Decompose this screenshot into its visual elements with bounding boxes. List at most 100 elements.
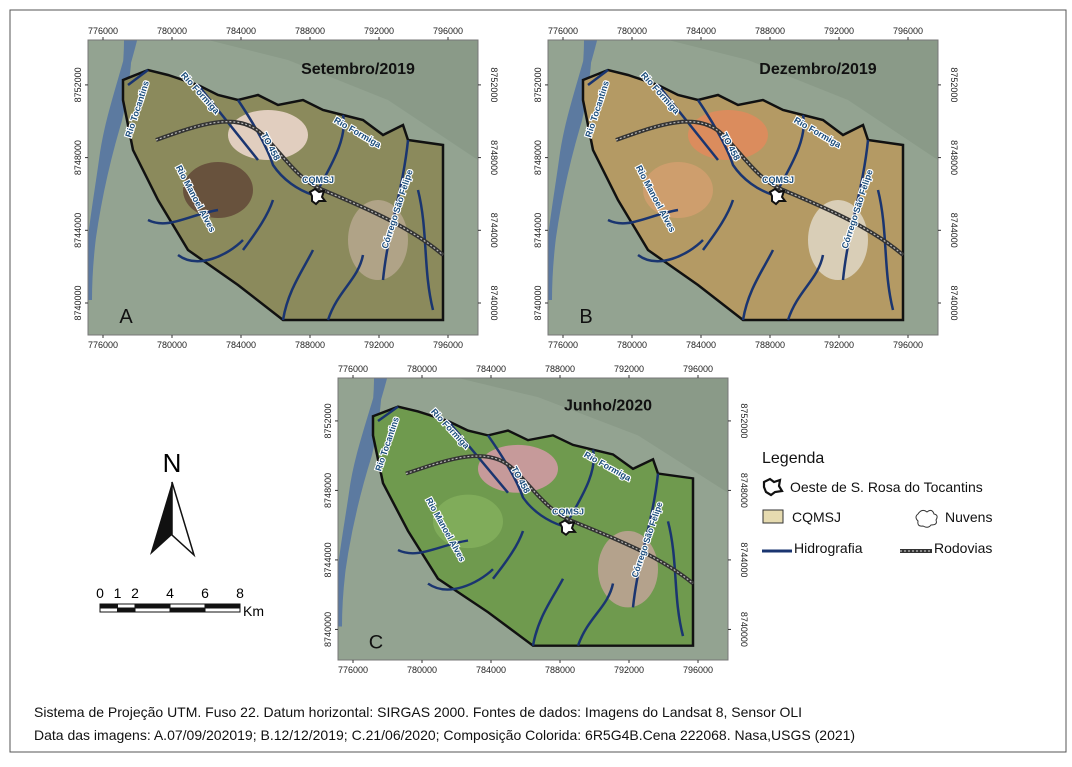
- y-tick-label: 8752000: [323, 403, 333, 438]
- x-tick-label: 780000: [407, 665, 437, 675]
- x-tick-label: 780000: [407, 364, 437, 374]
- y-tick-label: 8744000: [739, 542, 749, 577]
- x-tick-label: 788000: [545, 364, 575, 374]
- cqmsj-marker: [310, 189, 325, 204]
- legend-label: Nuvens: [945, 509, 992, 525]
- x-tick-label: 784000: [686, 340, 716, 350]
- y-tick-label: 8740000: [489, 285, 499, 320]
- panel-letter: C: [369, 632, 383, 653]
- y-tick-label: 8744000: [533, 213, 543, 248]
- legend-label: Rodovias: [934, 540, 992, 556]
- map-label: CQMSJ: [762, 175, 794, 185]
- panel-letter: B: [579, 306, 592, 328]
- scale-unit: Km: [243, 603, 264, 619]
- x-tick-label: 796000: [683, 364, 713, 374]
- x-tick-label: 776000: [88, 340, 118, 350]
- x-tick-label: 776000: [338, 665, 368, 675]
- y-tick-label: 8740000: [739, 612, 749, 647]
- scale-segment: [118, 604, 136, 608]
- y-tick-label: 8748000: [739, 473, 749, 508]
- scale-label: 6: [201, 585, 209, 601]
- x-tick-label: 784000: [476, 364, 506, 374]
- x-tick-label: 796000: [433, 340, 463, 350]
- scale-segment: [135, 604, 170, 608]
- y-tick-label: 8748000: [73, 140, 83, 175]
- panel-title: Setembro/2019: [301, 61, 415, 78]
- x-tick-label: 792000: [614, 364, 644, 374]
- x-tick-label: 796000: [893, 340, 923, 350]
- panel-letter: A: [119, 306, 133, 328]
- y-tick-label: 8740000: [73, 285, 83, 320]
- scale-segment: [135, 608, 170, 612]
- scale-label: 2: [131, 585, 139, 601]
- y-tick-label: 8752000: [489, 67, 499, 102]
- map-panel: Rio TocantinsRio FormigaRio FormigaRio M…: [548, 40, 938, 335]
- x-tick-label: 796000: [683, 665, 713, 675]
- x-tick-label: 792000: [824, 26, 854, 36]
- y-tick-label: 8748000: [323, 473, 333, 508]
- x-tick-label: 780000: [157, 340, 187, 350]
- map-label: CQMSJ: [552, 507, 584, 517]
- y-tick-label: 8740000: [949, 285, 959, 320]
- x-tick-label: 788000: [545, 665, 575, 675]
- x-tick-label: 776000: [548, 340, 578, 350]
- legend-label: CQMSJ: [792, 509, 841, 525]
- x-tick-label: 788000: [295, 340, 325, 350]
- scale-label: 0: [96, 585, 104, 601]
- scale-segment: [100, 604, 118, 608]
- x-tick-label: 784000: [476, 665, 506, 675]
- panel-title: Dezembro/2019: [759, 61, 876, 78]
- legend-label: Hidrografia: [794, 540, 863, 556]
- scale-segment: [170, 608, 205, 612]
- x-tick-label: 792000: [364, 340, 394, 350]
- x-tick-label: 792000: [364, 26, 394, 36]
- figure: Legenda Oeste de S. Rosa do Tocantins CQ…: [0, 0, 1072, 762]
- scale-segment: [170, 604, 205, 608]
- y-tick-label: 8740000: [323, 612, 333, 647]
- scale-segment: [205, 608, 240, 612]
- y-tick-label: 8740000: [533, 285, 543, 320]
- panel-title: Junho/2020: [564, 398, 652, 415]
- x-tick-label: 780000: [617, 340, 647, 350]
- x-tick-label: 796000: [433, 26, 463, 36]
- scale-segment: [100, 608, 118, 612]
- y-tick-label: 8744000: [949, 213, 959, 248]
- north-label: N: [163, 448, 182, 478]
- y-tick-label: 8748000: [949, 140, 959, 175]
- x-tick-label: 784000: [226, 26, 256, 36]
- y-tick-label: 8752000: [533, 67, 543, 102]
- y-tick-label: 8752000: [73, 67, 83, 102]
- footer-line: Data das imagens: A.07/09/202019; B.12/1…: [34, 727, 855, 743]
- footer-line: Sistema de Projeção UTM. Fuso 22. Datum …: [34, 704, 802, 720]
- y-tick-label: 8744000: [323, 542, 333, 577]
- legend-cqmsj-icon: [763, 510, 783, 523]
- scale-label: 8: [236, 585, 244, 601]
- legend-title: Legenda: [762, 450, 824, 467]
- scale-label: 1: [114, 585, 122, 601]
- y-tick-label: 8744000: [73, 213, 83, 248]
- scale-segment: [205, 604, 240, 608]
- x-tick-label: 784000: [686, 26, 716, 36]
- y-tick-label: 8752000: [739, 403, 749, 438]
- x-tick-label: 796000: [893, 26, 923, 36]
- x-tick-label: 776000: [338, 364, 368, 374]
- cqmsj-marker: [770, 189, 785, 204]
- x-tick-label: 780000: [157, 26, 187, 36]
- map-label: CQMSJ: [302, 175, 334, 185]
- y-tick-label: 8748000: [533, 140, 543, 175]
- x-tick-label: 788000: [295, 26, 325, 36]
- scale-segment: [118, 608, 136, 612]
- y-tick-label: 8752000: [949, 67, 959, 102]
- y-tick-label: 8748000: [489, 140, 499, 175]
- x-tick-label: 780000: [617, 26, 647, 36]
- legend-cloud-icon: [916, 510, 937, 527]
- x-tick-label: 776000: [548, 26, 578, 36]
- x-tick-label: 788000: [755, 26, 785, 36]
- x-tick-label: 776000: [88, 26, 118, 36]
- scale-label: 4: [166, 585, 174, 601]
- cqmsj-marker: [560, 520, 575, 534]
- y-tick-label: 8744000: [489, 213, 499, 248]
- x-tick-label: 788000: [755, 340, 785, 350]
